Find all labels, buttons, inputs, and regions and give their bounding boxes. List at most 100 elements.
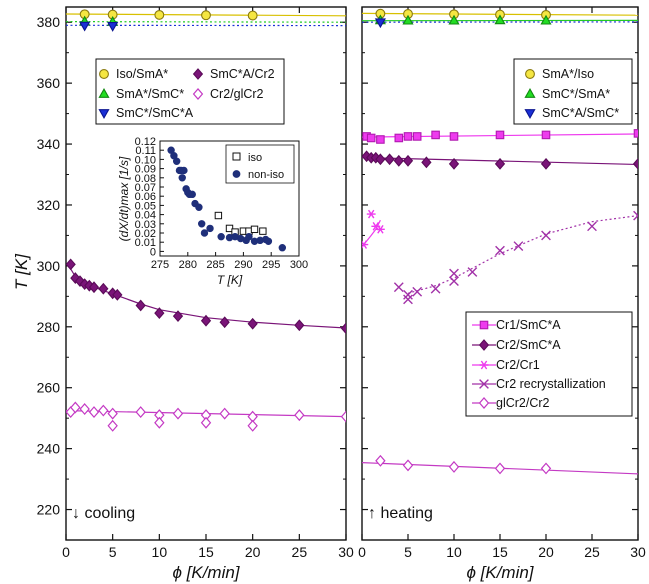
inset-ytick-label: 0.05 <box>135 200 156 212</box>
right-point-cr2-recrystallization <box>541 230 551 241</box>
cooling-panel: 0 5 10 15 20 25 30 220 240 260 280 300 320 340 360 380 <box>37 6 354 560</box>
left-point-cr2-glcr2 <box>200 416 212 429</box>
right-point-cr2-smc-a <box>540 157 552 170</box>
cooling-legend: Iso/SmA* SmA*/SmC* SmC*/SmC*A SmC*A/Cr2 … <box>95 58 285 125</box>
inset-point-non-iso <box>178 174 186 182</box>
left-xtick-label: 30 <box>338 544 354 560</box>
left-point-smc-a-cr2 <box>112 288 123 301</box>
right-point-cr1-smc-a <box>431 130 440 140</box>
legend-marker-sma-iso <box>525 69 535 79</box>
left-ytick-label: 320 <box>37 197 61 213</box>
legend-marker-smc-sma <box>524 88 536 98</box>
right-point-cr2-recrystallization <box>393 282 404 293</box>
legend-swatch-cr2-recrystallization <box>472 379 496 389</box>
inset-x-title: T [K] <box>217 273 243 287</box>
right-point-cr2-recrystallization <box>449 276 459 287</box>
left-point-iso-sma <box>154 9 165 20</box>
legend-label-smc-smca: SmC*/SmC*A <box>116 106 194 120</box>
inset-legend-label-iso: iso <box>248 152 262 164</box>
inset-point-non-iso <box>195 203 203 211</box>
legend-label-smc-sma: SmC*/SmA* <box>542 87 610 101</box>
inset-ytick-label: 0.06 <box>135 191 156 203</box>
left-ytick-label: 280 <box>37 319 61 335</box>
right-point-cr2-recrystallization <box>633 210 638 221</box>
heating-axis-ticks: 0 5 10 15 20 25 30 <box>358 7 646 560</box>
right-point-cr2-recrystallization <box>495 245 505 256</box>
left-point-cr2-glcr2 <box>70 401 81 414</box>
right-xtick-label: 5 <box>404 544 412 560</box>
right-point-smc-sma <box>448 14 460 25</box>
inset-ytick-label: 0.09 <box>135 164 156 176</box>
right-point-cr2-recrystallization <box>430 283 441 294</box>
left-point-cr2-glcr2 <box>172 407 184 420</box>
right-point-cr1-smc-a <box>495 130 505 140</box>
left-point-smc-smc-a <box>79 21 91 32</box>
legend-swatch-sma-smc <box>98 88 110 98</box>
left-xtick-label: 5 <box>109 544 117 560</box>
inset-ytick-label: 0.07 <box>135 182 156 194</box>
inset-xtick-label: 300 <box>290 259 308 271</box>
right-point-glcr2-cr2 <box>540 462 552 475</box>
right-point-cr2-recrystallization <box>403 289 413 300</box>
left-ytick-label: 340 <box>37 136 61 152</box>
left-point-smc-a-cr2 <box>294 319 305 332</box>
legend-swatch-smca-cr2 <box>192 68 204 80</box>
right-point-cr1-smc-a <box>412 132 422 141</box>
inset-axis-ticks: 275 280 285 290 295 30000.010.020.030.040.050… <box>135 136 309 271</box>
right-point-smc-sma <box>494 14 506 25</box>
heating-legend-bottom: Cr1/SmC*A Cr2/SmC*A Cr2/Cr1 Cr2 recrysta… <box>465 311 633 417</box>
left-xtick-label: 25 <box>292 544 308 560</box>
right-point-glcr2-cr2 <box>494 462 506 475</box>
legend-marker-smc-a-cr2 <box>192 68 204 80</box>
inset-point-non-iso <box>278 244 287 252</box>
cooling-legend-box <box>95 58 285 125</box>
right-point-smc-sma <box>402 14 414 25</box>
heating-annotation: ↑ heating <box>368 505 433 522</box>
legend-swatch-smc-smca <box>98 109 110 119</box>
legend-label-iso-sma: Iso/SmA* <box>116 67 168 81</box>
right-point-cr1-smc-a <box>366 133 376 143</box>
inset-ytick-label: 0.10 <box>135 154 156 166</box>
inset-ytick-label: 0.04 <box>135 210 156 222</box>
right-point-cr2-smc-a <box>421 156 432 169</box>
left-xtick-label: 20 <box>245 544 261 560</box>
inset-ytick-label: 0.08 <box>135 173 156 185</box>
right-point-cr1-smc-a <box>449 132 459 141</box>
right-xtick-label: 15 <box>492 544 508 560</box>
legend-marker-cr2-cr1 <box>479 360 489 370</box>
inset-data-points <box>167 146 287 252</box>
legend-marker-cr2-smc-a <box>478 339 490 351</box>
right-point-cr2-recrystallization <box>513 241 524 251</box>
legend-label-smca-smc: SmC*A/SmC* <box>542 106 619 120</box>
inset-y-title: (dX/dt)max [1/s] <box>117 156 131 241</box>
inset-legend-swatch-non-iso <box>232 170 241 178</box>
inset-point-iso <box>259 227 267 235</box>
legend-label-sma-smc: SmA*/SmC* <box>116 87 184 101</box>
right-point-cr2-smc-a <box>448 157 460 170</box>
legend-swatch-smc-sma <box>524 88 536 98</box>
left-point-smc-a-cr2 <box>98 282 109 295</box>
legend-swatch-cr2-cr1 <box>472 360 496 370</box>
right-point-cr2-smc-a <box>384 153 395 166</box>
left-point-smc-a-cr2 <box>340 322 346 335</box>
legend-marker-cr2-recrystallization <box>479 379 489 389</box>
inset-point-non-iso <box>264 237 273 245</box>
inset-xtick-label: 285 <box>206 259 224 271</box>
right-point-cr2-smc-a <box>375 153 386 166</box>
inset-plot-frame <box>159 140 300 257</box>
left-xtick-label: 10 <box>152 544 168 560</box>
left-point-smc-a-cr2 <box>154 307 165 319</box>
right-point-cr1-smc-a <box>403 132 413 141</box>
left-xtick-label: 0 <box>62 544 70 560</box>
left-ytick-label: 240 <box>37 441 61 457</box>
inset-legend-marker-non-iso <box>232 170 241 178</box>
left-ytick-label: 360 <box>37 75 61 91</box>
inset-point-iso <box>214 211 223 220</box>
left-ytick-label: 260 <box>37 380 61 396</box>
inset-point-non-iso <box>206 224 214 233</box>
heating-panel: 0 5 10 15 20 25 30 <box>358 6 646 560</box>
right-point-cr2-cr1 <box>376 224 385 234</box>
cooling-annotation: ↓ cooling <box>72 505 135 522</box>
inset-ytick-label: 0.01 <box>135 237 156 249</box>
